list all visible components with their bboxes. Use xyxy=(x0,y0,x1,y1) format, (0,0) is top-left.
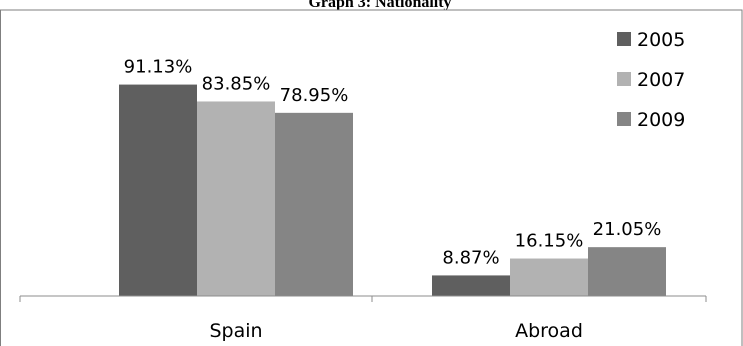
chart-frame xyxy=(0,9,743,346)
value-label-spain-2005: 91.13% xyxy=(124,57,193,78)
bar-abroad-2005 xyxy=(432,275,510,296)
bar-abroad-2009 xyxy=(588,247,666,296)
bar-abroad-2007 xyxy=(510,258,588,296)
chart-title: Graph 3: Nationality xyxy=(308,0,451,11)
legend-label-2007: 2007 xyxy=(637,69,685,91)
legend-swatch-2005 xyxy=(617,32,631,46)
value-label-abroad-2007: 16.15% xyxy=(515,231,584,252)
bar-spain-2007 xyxy=(197,101,275,296)
value-label-spain-2007: 83.85% xyxy=(202,73,271,94)
chart-title-group: Graph 3: Nationality xyxy=(308,0,451,11)
category-label-abroad: Abroad xyxy=(515,320,583,342)
legend-swatch-2007 xyxy=(617,72,631,86)
legend-label-2005: 2005 xyxy=(637,29,685,51)
legend-label-2009: 2009 xyxy=(637,109,685,131)
bar-spain-2005 xyxy=(119,84,197,296)
value-label-abroad-2009: 21.05% xyxy=(593,219,662,240)
x-axis xyxy=(19,295,707,302)
legend-swatch-2009 xyxy=(617,112,631,126)
bar-spain-2009 xyxy=(275,112,353,296)
value-label-abroad-2005: 8.87% xyxy=(442,247,499,268)
value-label-spain-2009: 78.95% xyxy=(280,85,349,106)
bars-group xyxy=(119,84,666,296)
category-label-spain: Spain xyxy=(209,320,262,342)
legend: 2005 2007 2009 xyxy=(617,29,685,131)
value-labels-group: 91.13% 83.85% 78.95% 8.87% 16.15% 21.05% xyxy=(124,57,662,269)
category-labels-group: Spain Abroad xyxy=(209,320,582,342)
